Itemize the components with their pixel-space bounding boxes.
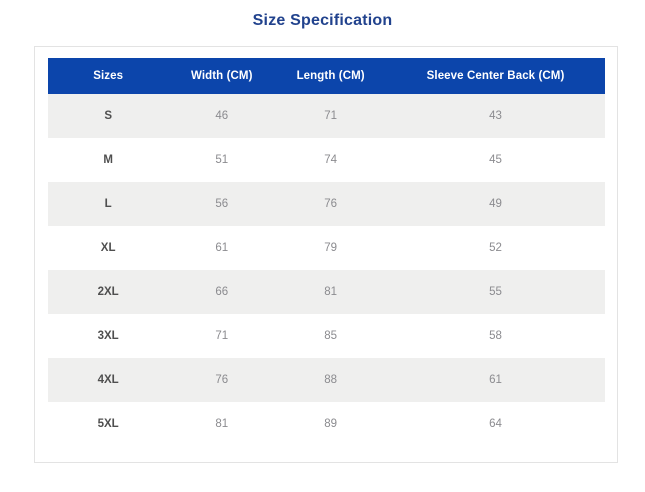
cell-sleeve: 55	[386, 270, 605, 314]
cell-length: 89	[275, 402, 387, 446]
cell-width: 81	[168, 402, 276, 446]
cell-width: 46	[168, 94, 276, 138]
column-header-sizes: Sizes	[48, 58, 169, 94]
cell-sleeve: 58	[386, 314, 605, 358]
cell-sleeve: 45	[386, 138, 605, 182]
cell-sleeve: 61	[386, 358, 605, 402]
size-table-card: Sizes Width (CM) Length (CM) Sleeve Cent…	[34, 46, 618, 463]
cell-width: 61	[168, 226, 276, 270]
cell-length: 79	[275, 226, 387, 270]
column-header-length: Length (CM)	[275, 58, 387, 94]
cell-width: 51	[168, 138, 276, 182]
column-header-sleeve: Sleeve Center Back (CM)	[386, 58, 605, 94]
cell-width: 66	[168, 270, 276, 314]
table-row: S 46 71 43	[48, 94, 605, 138]
cell-size: 4XL	[48, 358, 169, 402]
cell-sleeve: 49	[386, 182, 605, 226]
table-header-row: Sizes Width (CM) Length (CM) Sleeve Cent…	[48, 58, 605, 94]
cell-width: 56	[168, 182, 276, 226]
column-header-width: Width (CM)	[168, 58, 276, 94]
cell-size: 3XL	[48, 314, 169, 358]
cell-length: 88	[275, 358, 387, 402]
cell-size: L	[48, 182, 169, 226]
table-row: L 56 76 49	[48, 182, 605, 226]
table-body: S 46 71 43 M 51 74 45 L 56 76 49	[48, 94, 605, 446]
cell-length: 76	[275, 182, 387, 226]
cell-size: 5XL	[48, 402, 169, 446]
cell-width: 76	[168, 358, 276, 402]
table-row: 5XL 81 89 64	[48, 402, 605, 446]
cell-size: XL	[48, 226, 169, 270]
table-row: 2XL 66 81 55	[48, 270, 605, 314]
size-specification-table: Sizes Width (CM) Length (CM) Sleeve Cent…	[48, 58, 605, 446]
table-row: 4XL 76 88 61	[48, 358, 605, 402]
cell-sleeve: 43	[386, 94, 605, 138]
cell-size: S	[48, 94, 169, 138]
cell-sleeve: 64	[386, 402, 605, 446]
cell-length: 71	[275, 94, 387, 138]
table-row: XL 61 79 52	[48, 226, 605, 270]
cell-width: 71	[168, 314, 276, 358]
cell-length: 85	[275, 314, 387, 358]
cell-size: M	[48, 138, 169, 182]
table-header: Sizes Width (CM) Length (CM) Sleeve Cent…	[48, 58, 605, 94]
cell-size: 2XL	[48, 270, 169, 314]
cell-length: 74	[275, 138, 387, 182]
table-row: 3XL 71 85 58	[48, 314, 605, 358]
cell-length: 81	[275, 270, 387, 314]
table-row: M 51 74 45	[48, 138, 605, 182]
cell-sleeve: 52	[386, 226, 605, 270]
page-title: Size Specification	[252, 12, 393, 29]
